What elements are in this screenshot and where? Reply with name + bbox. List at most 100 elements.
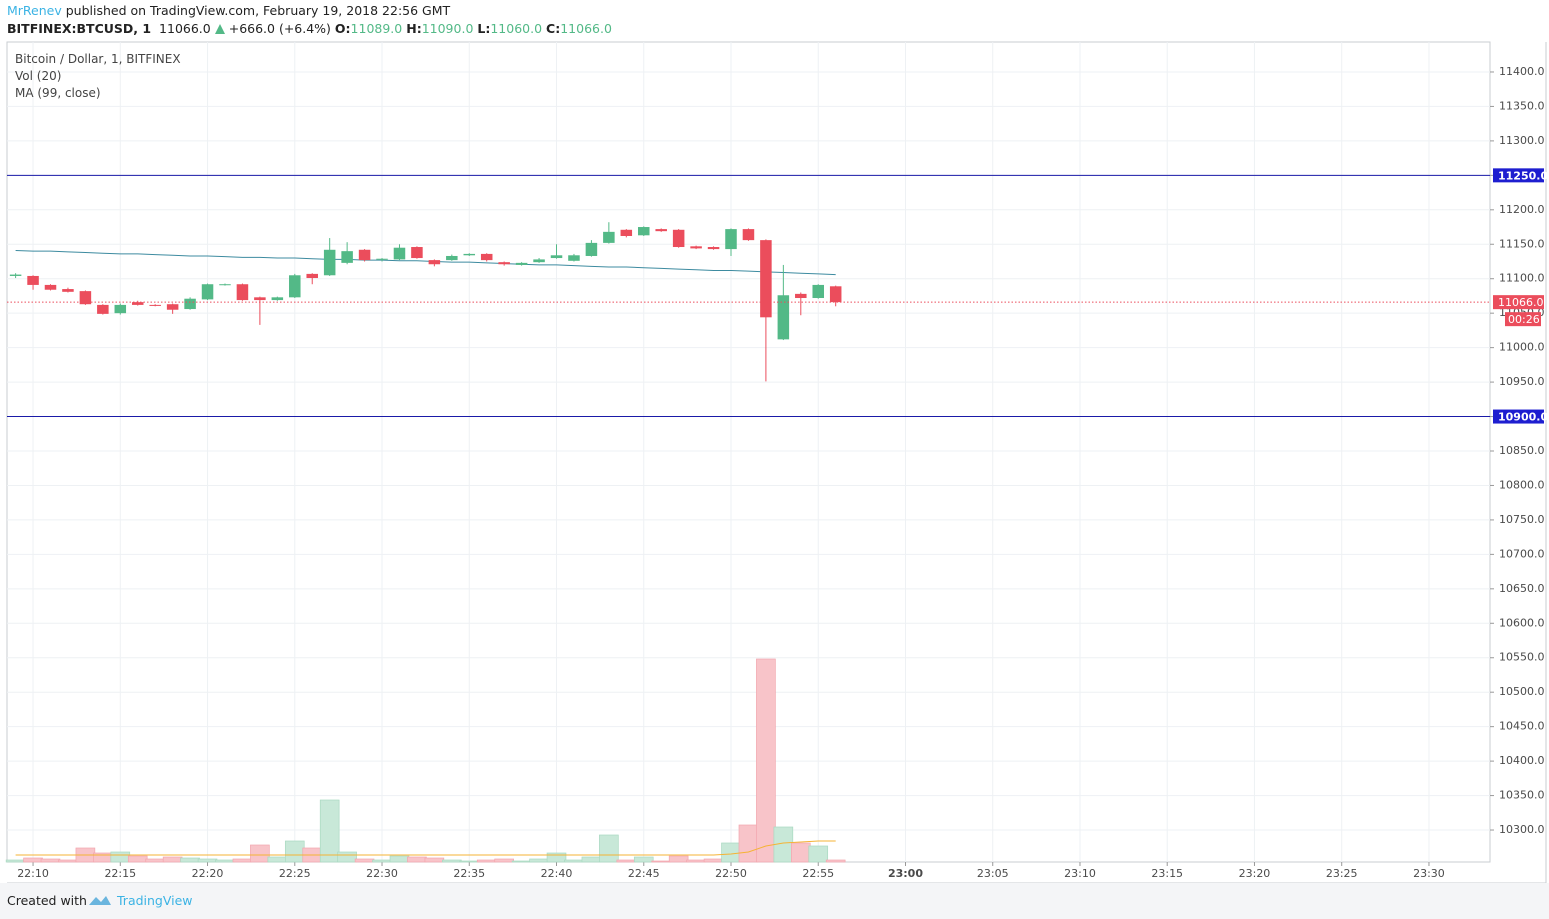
candle-body: [149, 304, 161, 306]
change: +666.0 (+6.4%): [228, 21, 331, 36]
last-price-box: [1493, 295, 1544, 310]
volume-bar: [180, 857, 200, 863]
candle-body: [690, 246, 702, 249]
candle-body: [358, 249, 371, 261]
volume-bar: [564, 859, 584, 863]
candle-body: [463, 253, 476, 256]
candle-body: [341, 251, 353, 263]
volume-bar: [442, 859, 462, 863]
candle-body: [533, 259, 545, 263]
candle-body: [131, 302, 144, 305]
candle-body: [829, 286, 842, 303]
y-tick-label: 10650.0: [1499, 582, 1545, 595]
y-tick-label: 10800.0: [1499, 478, 1545, 491]
y-tick-label: 11150.0: [1499, 237, 1545, 250]
ohlc-key: O:: [334, 21, 351, 36]
price-line-label: 11250.0: [1498, 169, 1548, 182]
volume-bar: [110, 851, 131, 863]
x-tick-label: 23:15: [1151, 867, 1183, 880]
x-tick-label: 23:30: [1413, 867, 1445, 880]
volume-bar: [825, 859, 846, 863]
volume-bar: [407, 856, 427, 863]
candle-body: [236, 284, 249, 301]
candle-body: [411, 247, 423, 259]
volume-bar: [511, 860, 532, 863]
ohlc-value: 11060.0: [490, 21, 543, 36]
x-tick-label: 23:00: [888, 867, 923, 880]
x-tick-label: 23:05: [977, 867, 1009, 880]
candle-body: [672, 229, 685, 248]
volume-bar: [127, 855, 148, 863]
brand[interactable]: TradingView: [117, 893, 193, 908]
candle-body: [725, 229, 737, 250]
y-tick-label: 11200.0: [1499, 203, 1545, 216]
ohlc-value: 11090.0: [421, 21, 474, 36]
x-tick-label: 22:15: [104, 867, 136, 880]
candle-body: [603, 231, 615, 243]
volume-bar: [651, 860, 671, 863]
candle-body: [498, 262, 510, 265]
volume-bar: [23, 857, 43, 863]
countdown-box: [1505, 312, 1541, 327]
x-tick-label: 23:10: [1064, 867, 1096, 880]
ohlc-key: L:: [477, 21, 491, 36]
volume-bar: [424, 857, 445, 863]
y-tick-label: 10450.0: [1499, 720, 1545, 733]
volume-bar: [616, 859, 637, 863]
legend-vol: Vol (20): [15, 69, 62, 83]
candle-body: [568, 255, 580, 261]
author[interactable]: MrRenev: [7, 3, 62, 18]
volume-bar: [581, 856, 602, 863]
candle-body: [655, 229, 667, 232]
y-tick-label: 11100.0: [1499, 272, 1545, 285]
y-tick-label: 10950.0: [1499, 375, 1545, 388]
legend-title: Bitcoin / Dollar, 1, BITFINEX: [15, 52, 181, 66]
x-tick-label: 22:10: [17, 867, 49, 880]
candle-body: [446, 255, 458, 261]
volume-bar: [389, 855, 410, 863]
y-tick-label: 10750.0: [1499, 513, 1545, 526]
x-tick-label: 23:25: [1326, 867, 1358, 880]
created-with: Created with: [7, 893, 87, 908]
candle-body: [620, 229, 633, 236]
candle-body: [760, 240, 772, 318]
volume-bar: [40, 858, 61, 863]
y-tick-label: 10700.0: [1499, 547, 1545, 560]
candle-body: [44, 284, 57, 290]
candle-body: [27, 275, 39, 285]
candle-body: [707, 247, 720, 250]
volume-bar: [93, 852, 113, 863]
volume-bar: [232, 858, 253, 863]
volume-bar: [372, 859, 392, 863]
publish-line: MrRenev published on TradingView.com, Fe…: [7, 3, 450, 18]
volume-bar: [337, 851, 357, 863]
x-tick-label: 22:20: [192, 867, 224, 880]
y-tick-label: 11000.0: [1499, 341, 1545, 354]
ohlc-value: 11066.0: [560, 21, 612, 36]
last-price-label: 11066.0: [1498, 296, 1544, 309]
candle-body: [393, 247, 406, 260]
y-tick-label: 10600.0: [1499, 616, 1545, 629]
x-tick-label: 22:45: [628, 867, 660, 880]
candle-body: [271, 297, 284, 301]
y-tick-label: 10500.0: [1499, 685, 1545, 698]
volume-bar: [808, 845, 829, 863]
ohlc: O:11089.0 H:11090.0 L:11060.0 C:11066.0: [335, 21, 612, 36]
volume-bar: [529, 858, 549, 863]
volume-bar: [58, 859, 78, 863]
y-tick-label: 11350.0: [1499, 99, 1545, 112]
volume-bar: [546, 852, 567, 863]
x-tick-label: 22:25: [279, 867, 311, 880]
x-tick-label: 22:30: [366, 867, 398, 880]
candle-body: [289, 275, 301, 298]
volume-bar: [459, 860, 480, 863]
candle-body: [742, 229, 755, 241]
candle-body: [812, 284, 825, 299]
volume-bar: [738, 824, 759, 863]
candle-body: [428, 260, 441, 265]
legend-ma: MA (99, close): [15, 86, 101, 100]
volume-bar: [250, 844, 270, 863]
candle-body: [166, 304, 179, 310]
y-tick-label: 10350.0: [1499, 789, 1545, 802]
